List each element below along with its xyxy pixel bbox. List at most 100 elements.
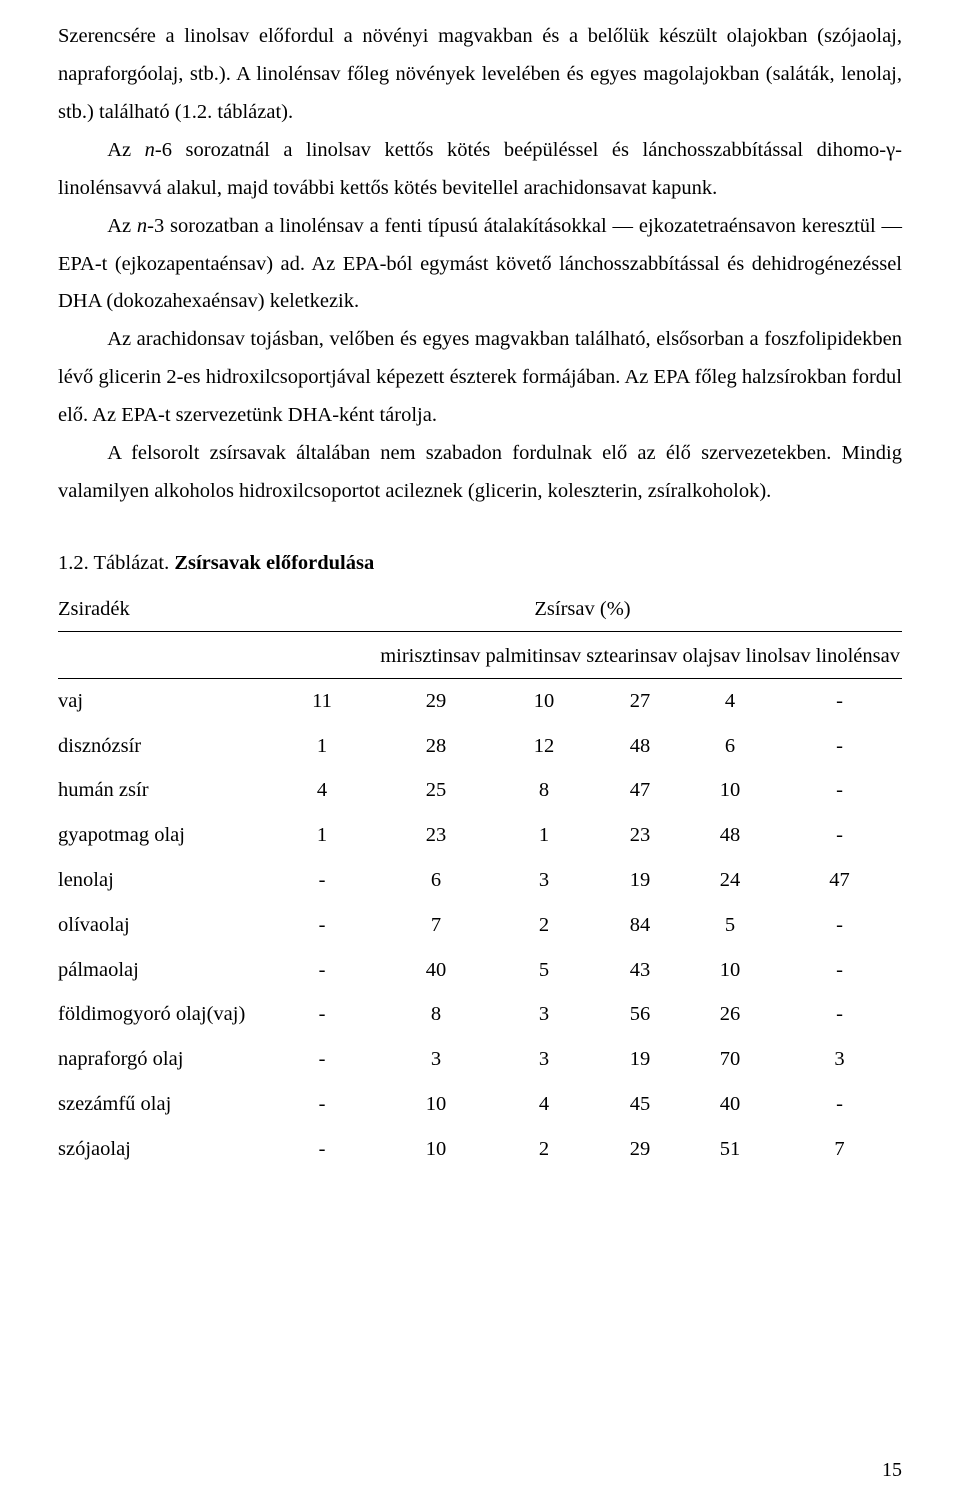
cell: 8 [381,992,491,1037]
cell: 10 [491,679,597,724]
paragraph-5: A felsorolt zsírsavak általában nem szab… [58,435,902,511]
table-row: szójaolaj - 10 2 29 51 7 [58,1127,902,1172]
cell: 12 [491,724,597,769]
cell: 40 [381,948,491,993]
table-body: vaj 11 29 10 27 4 - disznózsír 1 28 12 4… [58,679,902,1172]
text: -3 sorozatban a linolénsav a fenti típus… [58,215,902,313]
table-header-row-2: mirisztinsav palmitinsav sztearinsav ola… [58,632,902,679]
cell: 11 [263,679,381,724]
cell: 28 [381,724,491,769]
page: Szerencsére a linolsav előfordul a növén… [0,0,960,1506]
text: Az [107,215,137,237]
cell: 4 [263,768,381,813]
cell: - [777,948,902,993]
paragraph-3: Az n-3 sorozatban a linolénsav a fenti t… [58,208,902,322]
table-row: lenolaj - 6 3 19 24 47 [58,858,902,903]
cell: 3 [491,1037,597,1082]
cell: - [777,813,902,858]
cell: 10 [381,1127,491,1172]
cell: 23 [597,813,683,858]
cell-name: humán zsír [58,768,263,813]
cell: 25 [381,768,491,813]
cell-name: disznózsír [58,724,263,769]
paragraph-4: Az arachidonsav tojásban, velőben és egy… [58,321,902,435]
cell: 6 [381,858,491,903]
cell: 2 [491,1127,597,1172]
cell: 29 [597,1127,683,1172]
caption-title: Zsírsavak előfordulása [174,552,374,574]
cell: 7 [381,903,491,948]
table-row: humán zsír 4 25 8 47 10 - [58,768,902,813]
table-zsirsavak: Zsiradék Zsírsav (%) mirisztinsav palmit… [58,591,902,1172]
cell: 5 [683,903,777,948]
table-caption: 1.2. Táblázat. Zsírsavak előfordulása [58,545,902,583]
cell: 1 [263,724,381,769]
cell: 19 [597,858,683,903]
cell: 56 [597,992,683,1037]
table-row: gyapotmag olaj 1 23 1 23 48 - [58,813,902,858]
cell: 10 [381,1082,491,1127]
cell-name: szójaolaj [58,1127,263,1172]
cell: 3 [777,1037,902,1082]
cell: 47 [597,768,683,813]
cell: - [263,1127,381,1172]
cell: 26 [683,992,777,1037]
cell-name: gyapotmag olaj [58,813,263,858]
table-row: olívaolaj - 7 2 84 5 - [58,903,902,948]
cell: - [263,948,381,993]
cell: - [263,1037,381,1082]
table-header-left: Zsiradék [58,591,263,629]
cell-name: pálmaolaj [58,948,263,993]
table-header-right: Zsírsav (%) [263,591,902,629]
paragraph-1: Szerencsére a linolsav előfordul a növén… [58,18,902,132]
cell: 3 [491,992,597,1037]
cell-name: napraforgó olaj [58,1037,263,1082]
page-number: 15 [882,1459,902,1482]
cell: - [777,903,902,948]
cell: 84 [597,903,683,948]
cell: 45 [597,1082,683,1127]
cell: - [777,724,902,769]
cell: 43 [597,948,683,993]
cell: 27 [597,679,683,724]
cell-name: lenolaj [58,858,263,903]
cell: 51 [683,1127,777,1172]
paragraph-2: Az n-6 sorozatnál a linolsav kettős köté… [58,132,902,208]
cell: 3 [381,1037,491,1082]
text: -6 sorozatnál a linolsav kettős kötés be… [58,139,902,199]
table-row: pálmaolaj - 40 5 43 10 - [58,948,902,993]
cell: - [263,858,381,903]
cell: 47 [777,858,902,903]
cell: 8 [491,768,597,813]
cell: 1 [263,813,381,858]
cell: 1 [491,813,597,858]
cell: 10 [683,768,777,813]
cell-name: szezámfű olaj [58,1082,263,1127]
cell: 48 [597,724,683,769]
table-header-row-1: Zsiradék Zsírsav (%) [58,591,902,632]
italic-n: n [137,215,147,237]
table-row: disznózsír 1 28 12 48 6 - [58,724,902,769]
data-table: vaj 11 29 10 27 4 - disznózsír 1 28 12 4… [58,679,902,1172]
cell: 48 [683,813,777,858]
cell: 10 [683,948,777,993]
cell: - [777,992,902,1037]
cell: 7 [777,1127,902,1172]
table-row: vaj 11 29 10 27 4 - [58,679,902,724]
cell: 3 [491,858,597,903]
cell: - [263,992,381,1037]
cell-name: olívaolaj [58,903,263,948]
cell: 5 [491,948,597,993]
table-row: földimogyoró olaj(vaj) - 8 3 56 26 - [58,992,902,1037]
cell: - [777,768,902,813]
cell: 24 [683,858,777,903]
caption-prefix: 1.2. Táblázat. [58,552,174,574]
italic-n: n [145,139,155,161]
cell: 19 [597,1037,683,1082]
cell: - [263,903,381,948]
cell-name: földimogyoró olaj(vaj) [58,992,263,1037]
cell-name: vaj [58,679,263,724]
cell: 23 [381,813,491,858]
table-row: szezámfű olaj - 10 4 45 40 - [58,1082,902,1127]
cell: - [777,1082,902,1127]
